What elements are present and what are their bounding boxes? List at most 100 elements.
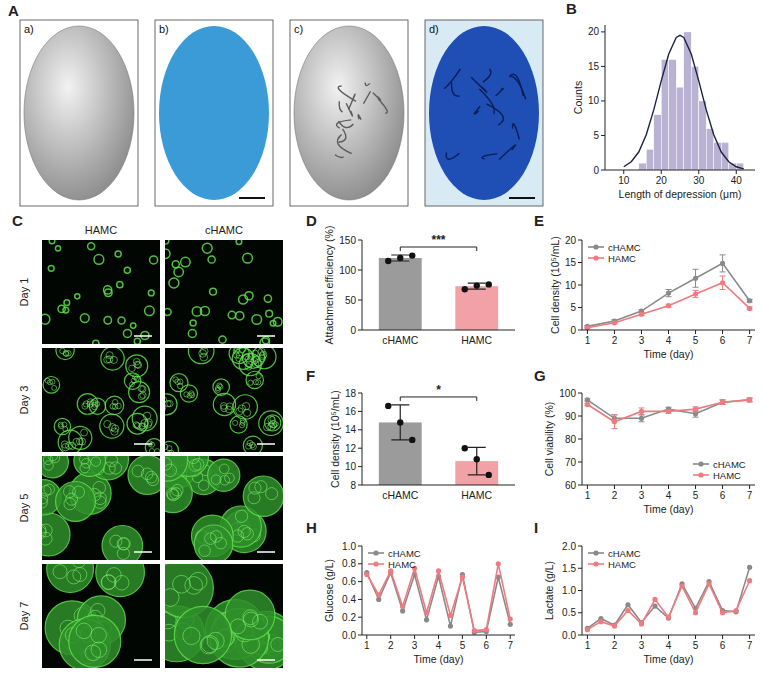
- wrinkle: [339, 101, 342, 112]
- marker: [400, 604, 405, 609]
- cell: [110, 535, 122, 547]
- cell-cluster: [124, 373, 140, 389]
- cell-cluster: [260, 338, 269, 344]
- data-point: [462, 286, 468, 292]
- cell-cluster: [232, 348, 254, 369]
- error-bar: [391, 405, 409, 440]
- y-tick-label: 0.5: [562, 607, 576, 618]
- x-tick: [390, 635, 391, 639]
- marker: [585, 627, 590, 632]
- y-tick-label: 0.0: [342, 630, 356, 641]
- cell: [112, 404, 118, 410]
- y-tick: [358, 411, 362, 412]
- y-tick-label: 8: [350, 480, 356, 491]
- image-label: c): [294, 23, 303, 35]
- cell-cluster: [230, 416, 247, 433]
- y-tick-label: 0: [570, 325, 576, 336]
- y-tick-label: 50: [345, 295, 357, 306]
- cell-cluster: [170, 374, 188, 392]
- legend: cHAMCHAMC: [588, 242, 641, 264]
- cell: [44, 461, 54, 471]
- y-tick-label: 10: [565, 280, 577, 291]
- cell: [185, 577, 203, 595]
- y-tick-label: 5: [570, 302, 576, 313]
- wrinkle: [358, 115, 361, 120]
- error-bar: [638, 408, 644, 415]
- cell: [143, 412, 150, 419]
- x-tick: [486, 635, 487, 639]
- cell: [225, 473, 235, 483]
- error-cap: [666, 296, 672, 297]
- x-tick: [749, 635, 750, 639]
- cell-cluster: [174, 606, 231, 663]
- x-tick: [587, 330, 588, 334]
- cell-cluster: [94, 255, 104, 265]
- cell: [236, 408, 243, 415]
- data-point: [486, 281, 492, 287]
- cell: [242, 403, 249, 410]
- cell: [80, 463, 89, 472]
- cell-cluster: [228, 311, 235, 318]
- marker: [424, 610, 429, 615]
- y-axis-label: Attachment efficiency (%): [323, 226, 335, 345]
- legend-marker: [593, 244, 598, 249]
- marker: [639, 409, 644, 414]
- panel-letter: G: [534, 367, 546, 384]
- cell: [145, 471, 157, 483]
- error-bar: [468, 447, 486, 475]
- cell: [187, 456, 199, 464]
- legend-marker: [593, 561, 598, 566]
- y-tick-label: 12: [345, 443, 357, 454]
- y-tick-label: 70: [565, 457, 577, 468]
- error-bar: [747, 398, 753, 402]
- wrinkle: [509, 76, 526, 99]
- x-tick: [414, 635, 415, 639]
- cell-cluster: [243, 253, 253, 263]
- cell: [199, 545, 211, 557]
- x-tick: [722, 635, 723, 639]
- cell: [106, 352, 113, 359]
- x-tick-label: 3: [639, 490, 645, 501]
- row-label: Day 7: [18, 602, 30, 631]
- fluorescence-image: [42, 240, 160, 344]
- cell: [53, 565, 67, 579]
- legend-label: HAMC: [713, 470, 741, 481]
- cell: [165, 456, 167, 457]
- marker: [364, 572, 369, 577]
- cell: [217, 383, 222, 388]
- cell: [112, 425, 119, 432]
- cell: [105, 456, 117, 467]
- y-tick-label: 20: [565, 235, 577, 246]
- y-tick-label: 80: [565, 434, 577, 445]
- cell-cluster: [56, 348, 74, 360]
- y-tick-label: 1.0: [342, 541, 356, 552]
- y-tick: [578, 262, 582, 263]
- line: [587, 283, 749, 328]
- marker: [424, 617, 429, 622]
- y-tick: [578, 485, 582, 486]
- y-tick: [578, 393, 582, 394]
- cell-cluster: [165, 249, 170, 259]
- cell-cluster: [64, 300, 70, 306]
- data-point: [397, 255, 403, 261]
- cell-cluster: [252, 315, 262, 325]
- marker: [376, 597, 381, 602]
- image-label: d): [429, 23, 439, 35]
- marker: [720, 280, 725, 285]
- plot-area: [379, 403, 498, 485]
- marker: [448, 613, 453, 618]
- error-cap: [611, 414, 617, 415]
- marker: [508, 616, 513, 621]
- cell-cluster: [55, 246, 60, 251]
- x-tick: [614, 635, 615, 639]
- y-tick-label: 100: [339, 265, 356, 276]
- x-axis-label: Time (day): [644, 653, 694, 665]
- panel-i: I0.00.51.01.52.01234567Time (day)Lactate…: [534, 519, 755, 665]
- legend-marker: [593, 255, 598, 260]
- cell-cluster: [74, 456, 106, 476]
- y-tick-label: 20: [588, 26, 600, 37]
- cell: [241, 528, 253, 540]
- significance-bracket: [400, 247, 477, 251]
- y-tick: [578, 462, 582, 463]
- wrinkle: [337, 135, 351, 154]
